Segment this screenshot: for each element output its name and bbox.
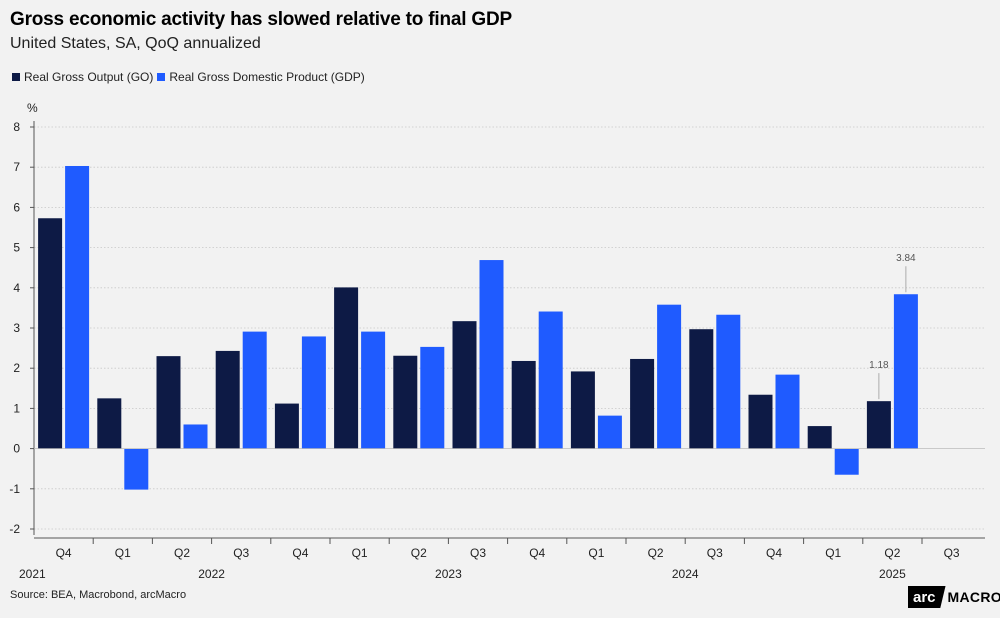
bar-go	[97, 398, 122, 449]
bar-gdp	[834, 448, 859, 475]
bar-go	[393, 355, 418, 449]
x-tick-label: Q2	[884, 546, 900, 560]
bar-gdp	[479, 260, 504, 449]
bar-go	[452, 321, 477, 449]
legend-swatch-go	[12, 73, 20, 81]
x-tick-label: Q2	[411, 546, 427, 560]
x-tick-label: Q2	[648, 546, 664, 560]
bar-gdp	[242, 331, 267, 449]
year-label: 2024	[672, 567, 699, 581]
bar-gdp	[657, 304, 682, 449]
y-tick-label: 0	[13, 442, 20, 456]
source-note: Source: BEA, Macrobond, arcMacro	[10, 589, 187, 601]
bar-gdp	[775, 374, 800, 449]
y-tick-label: 4	[13, 281, 20, 295]
bar-go	[38, 218, 63, 449]
legend-label-go: Real Gross Output (GO)	[24, 70, 154, 84]
bar-gdp	[716, 314, 741, 449]
x-tick-label: Q1	[115, 546, 131, 560]
x-tick-label: Q3	[470, 546, 486, 560]
bar-go	[570, 371, 595, 449]
y-tick-label: 8	[13, 120, 20, 134]
bar-go	[156, 356, 181, 449]
bar-gdp	[124, 448, 149, 490]
bar-go	[274, 403, 299, 449]
x-tick-label: Q4	[56, 546, 72, 560]
year-label: 2021	[19, 567, 46, 581]
y-tick-label: 5	[13, 241, 20, 255]
y-tick-label: 3	[13, 321, 20, 335]
y-tick-label: 7	[13, 160, 20, 174]
legend-label-gdp: Real Gross Domestic Product (GDP)	[169, 70, 365, 84]
bar-go	[866, 401, 891, 449]
x-tick-label: Q4	[292, 546, 308, 560]
y-axis-unit: %	[27, 101, 38, 115]
legend-item-gdp: Real Gross Domestic Product (GDP)	[157, 70, 365, 84]
bar-gdp	[183, 424, 208, 449]
y-tick-label: 2	[13, 361, 20, 375]
data-label: 1.18	[869, 360, 889, 371]
x-tick-label: Q1	[352, 546, 368, 560]
bar-go	[334, 287, 359, 449]
y-tick-label: 1	[13, 401, 20, 415]
year-label: 2025	[879, 567, 906, 581]
chart-subtitle: United States, SA, QoQ annualized	[10, 35, 261, 52]
bar-gdp	[65, 165, 90, 449]
bar-gdp	[893, 294, 918, 449]
legend: Real Gross Output (GO) Real Gross Domest…	[12, 70, 369, 84]
x-tick-label: Q4	[529, 546, 545, 560]
year-label: 2022	[198, 567, 225, 581]
bar-go	[215, 350, 240, 449]
chart-title: Gross economic activity has slowed relat…	[10, 9, 512, 30]
bar-gdp	[301, 336, 326, 449]
bar-gdp	[420, 346, 445, 449]
bar-go	[748, 394, 773, 449]
logo-arc: arc	[908, 586, 946, 608]
legend-swatch-gdp	[157, 73, 166, 81]
arcmacro-logo: arc MACRO	[908, 586, 1000, 608]
bar-go	[511, 360, 536, 449]
legend-item-go: Real Gross Output (GO)	[12, 70, 153, 84]
y-tick-label: -2	[9, 522, 20, 536]
x-tick-label: Q1	[588, 546, 604, 560]
x-tick-label: Q4	[766, 546, 782, 560]
bar-gdp	[538, 311, 563, 449]
data-label: 3.84	[896, 253, 916, 264]
year-label: 2023	[435, 567, 462, 581]
logo-macro: MACRO	[947, 589, 1000, 605]
x-tick-label: Q2	[174, 546, 190, 560]
x-tick-label: Q3	[707, 546, 723, 560]
y-tick-label: -1	[9, 482, 20, 496]
x-tick-label: Q3	[944, 546, 960, 560]
bar-go	[807, 426, 832, 449]
y-tick-label: 6	[13, 200, 20, 214]
x-tick-label: Q1	[825, 546, 841, 560]
bar-go	[689, 329, 714, 449]
bar-go	[630, 358, 655, 449]
bar-gdp	[361, 331, 386, 449]
x-tick-label: Q3	[233, 546, 249, 560]
bar-gdp	[597, 415, 622, 449]
